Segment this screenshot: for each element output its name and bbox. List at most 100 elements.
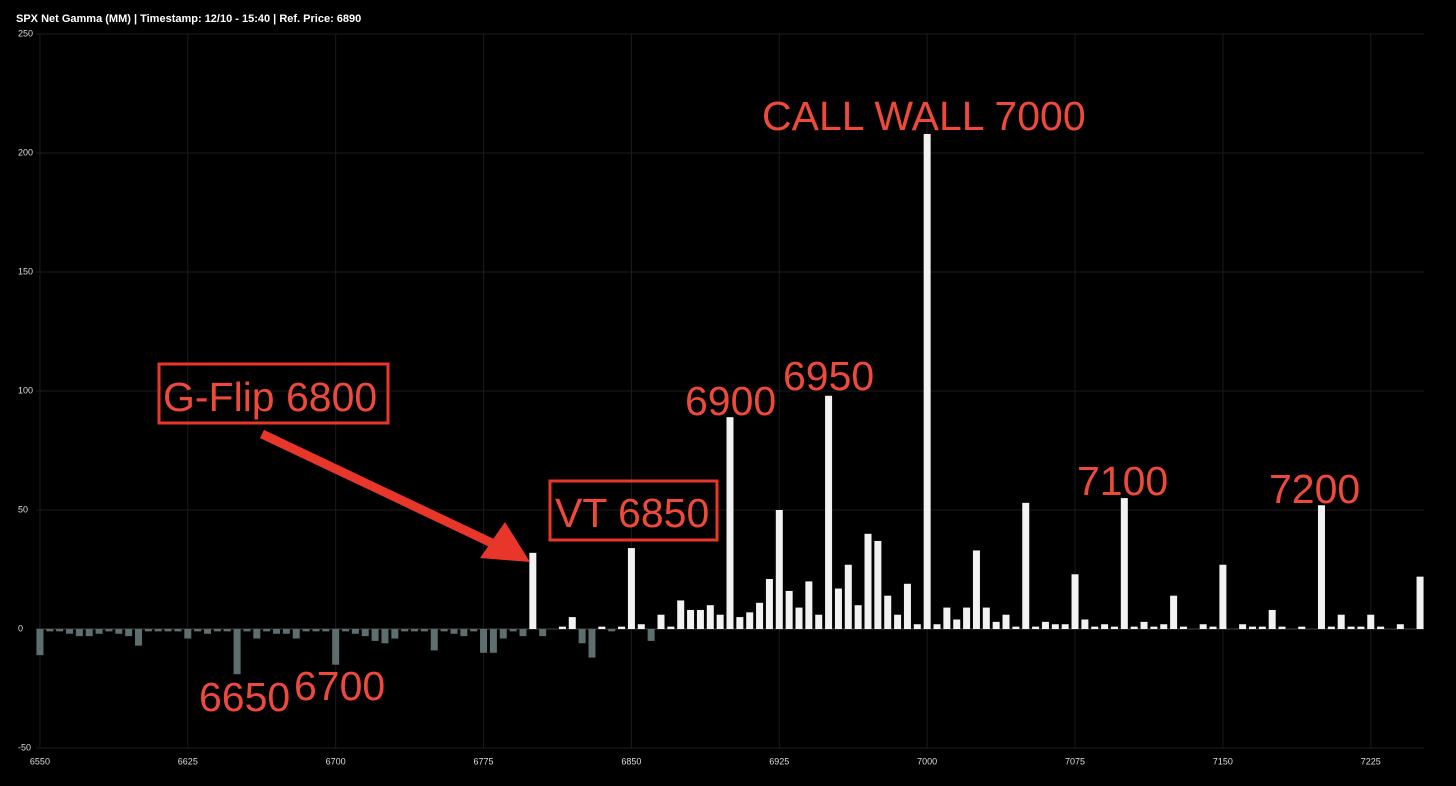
x-tick-label: 6850: [621, 756, 641, 766]
bar: [135, 629, 143, 646]
bar: [943, 607, 951, 629]
bar: [1248, 626, 1256, 629]
bar: [1278, 626, 1286, 629]
annotation: 7100: [1077, 458, 1168, 504]
bar: [805, 581, 813, 629]
bar: [105, 629, 113, 632]
bar: [489, 629, 497, 653]
bar: [903, 583, 911, 629]
bar: [36, 629, 44, 656]
bar: [992, 621, 1000, 629]
bar: [844, 564, 852, 629]
bar: [312, 629, 320, 632]
bar: [174, 629, 182, 632]
bar: [1367, 614, 1375, 629]
bar: [1091, 626, 1099, 629]
bar: [282, 629, 290, 634]
bar: [1258, 626, 1266, 629]
bar: [1239, 624, 1247, 629]
bar: [874, 540, 882, 629]
bar: [1130, 626, 1138, 629]
bar: [1219, 564, 1227, 629]
bar: [263, 629, 271, 632]
arrow-shaft: [260, 429, 498, 550]
bar: [164, 629, 172, 632]
x-tick-label: 6625: [178, 756, 198, 766]
bar: [1337, 614, 1345, 629]
x-tick-label: 7000: [917, 756, 937, 766]
x-tick-label: 6550: [30, 756, 50, 766]
bar: [539, 629, 547, 637]
bar: [736, 617, 744, 629]
bar: [332, 629, 340, 665]
bar: [1209, 626, 1217, 629]
bar: [746, 612, 754, 629]
bar: [706, 605, 714, 629]
bar: [75, 629, 83, 637]
bar: [647, 629, 655, 641]
bar: [460, 629, 468, 637]
bar: [184, 629, 192, 639]
y-tick-label: 100: [18, 385, 33, 395]
bar: [1150, 626, 1158, 629]
bar: [627, 548, 635, 629]
bar: [204, 629, 212, 634]
bar: [1061, 624, 1069, 629]
bar: [667, 626, 675, 629]
bar: [923, 133, 931, 629]
x-tick-label: 6925: [769, 756, 789, 766]
bar: [302, 629, 310, 632]
y-tick-label: 200: [18, 147, 33, 157]
bar: [775, 510, 783, 629]
annotations: CALL WALL 7000 6900 6950 7100 7200 6650 …: [157, 93, 1360, 720]
bar: [46, 629, 54, 632]
bar: [1041, 621, 1049, 629]
bar: [351, 629, 359, 634]
bar: [894, 614, 902, 629]
bar: [1160, 624, 1168, 629]
annotation-box: [548, 479, 719, 542]
annotation: VT 6850: [555, 490, 709, 536]
bar: [795, 607, 803, 629]
bar: [726, 417, 734, 629]
bar: [1377, 626, 1385, 629]
annotation-box: [157, 362, 390, 425]
bar: [361, 629, 369, 637]
bar: [834, 588, 842, 629]
bar: [785, 590, 793, 629]
bar: [953, 619, 961, 629]
bar: [480, 629, 488, 653]
bar: [1298, 626, 1306, 629]
x-tick-label: 7225: [1361, 756, 1381, 766]
bar: [125, 629, 133, 637]
annotation: 7200: [1269, 466, 1360, 512]
bar: [963, 607, 971, 629]
bar: [85, 629, 93, 637]
bar: [253, 629, 261, 639]
bar: [509, 629, 517, 632]
bar: [371, 629, 379, 641]
x-tick-label: 7150: [1213, 756, 1233, 766]
y-tick-label: 0: [18, 623, 23, 633]
bar: [558, 626, 566, 629]
bar: [391, 629, 399, 639]
bar: [1327, 626, 1335, 629]
annotation: G-Flip 6800: [163, 374, 377, 420]
y-tick-label: 150: [18, 266, 33, 276]
bar: [588, 629, 596, 658]
bar: [440, 629, 448, 632]
y-tick-label: 50: [18, 504, 28, 514]
bar: [470, 629, 478, 632]
bar: [933, 624, 941, 629]
bar: [972, 550, 980, 629]
bar: [1179, 626, 1187, 629]
plot-area: -50 0 50 100 150 200 250 6550 6625 6700 6775 6850 69…: [18, 28, 1424, 766]
bar: [1022, 502, 1030, 629]
bar: [499, 629, 507, 639]
y-tick-label: -50: [18, 742, 31, 752]
bar: [322, 629, 330, 632]
bar: [637, 624, 645, 629]
bar: [1101, 624, 1109, 629]
bar: [223, 629, 231, 632]
